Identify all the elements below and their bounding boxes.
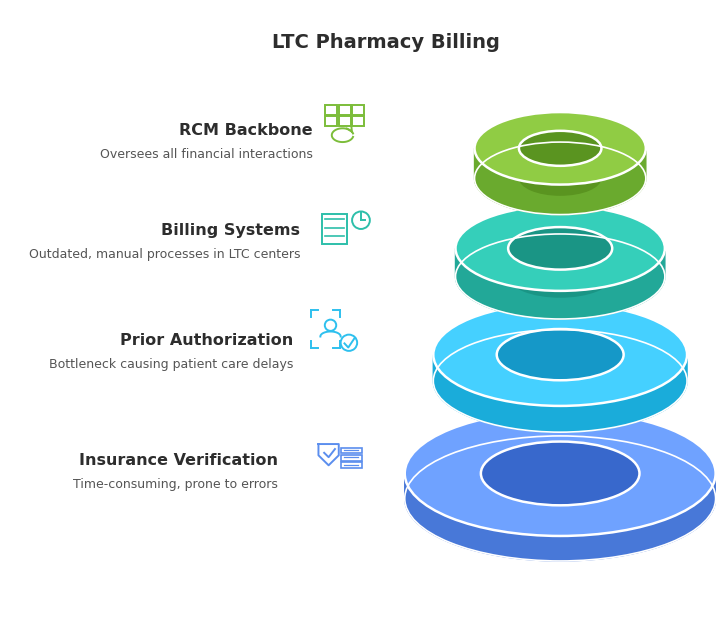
Ellipse shape [404,436,716,561]
Ellipse shape [508,227,612,269]
Polygon shape [497,329,624,381]
Ellipse shape [475,142,646,215]
Polygon shape [481,441,640,499]
Bar [326,105,338,115]
Bar [338,116,351,126]
Bar [341,455,361,460]
Text: Prior Authorization: Prior Authorization [120,333,294,348]
Ellipse shape [455,234,665,319]
Text: Outdated, manual processes in LTC centers: Outdated, manual processes in LTC center… [29,248,300,261]
Ellipse shape [481,467,640,530]
Ellipse shape [404,411,716,536]
Bar [352,105,364,115]
Ellipse shape [508,255,612,298]
Text: Bottleneck causing patient care delays: Bottleneck causing patient care delays [49,357,294,371]
Text: LTC Pharmacy Billing: LTC Pharmacy Billing [272,33,500,51]
Ellipse shape [497,355,624,406]
Polygon shape [433,355,687,432]
Ellipse shape [455,206,665,291]
Polygon shape [404,474,716,561]
Bar [338,105,351,115]
Ellipse shape [519,161,602,196]
Polygon shape [519,131,602,178]
Polygon shape [508,227,612,276]
Bar [326,116,338,126]
Ellipse shape [475,112,646,185]
Text: Time-consuming, prone to errors: Time-consuming, prone to errors [73,477,278,490]
Text: Billing Systems: Billing Systems [161,224,300,239]
Bar [341,448,361,453]
Text: RCM Backbone: RCM Backbone [179,123,313,138]
Ellipse shape [433,330,687,432]
Ellipse shape [481,441,640,506]
Bar [341,462,361,468]
Text: Insurance Verification: Insurance Verification [79,453,278,468]
Polygon shape [475,148,646,215]
Text: Oversees all financial interactions: Oversees all financial interactions [100,148,313,161]
Polygon shape [455,248,665,319]
Ellipse shape [433,303,687,406]
Ellipse shape [497,329,624,381]
Ellipse shape [519,131,602,166]
Bar [352,116,364,126]
Bar [322,214,347,244]
